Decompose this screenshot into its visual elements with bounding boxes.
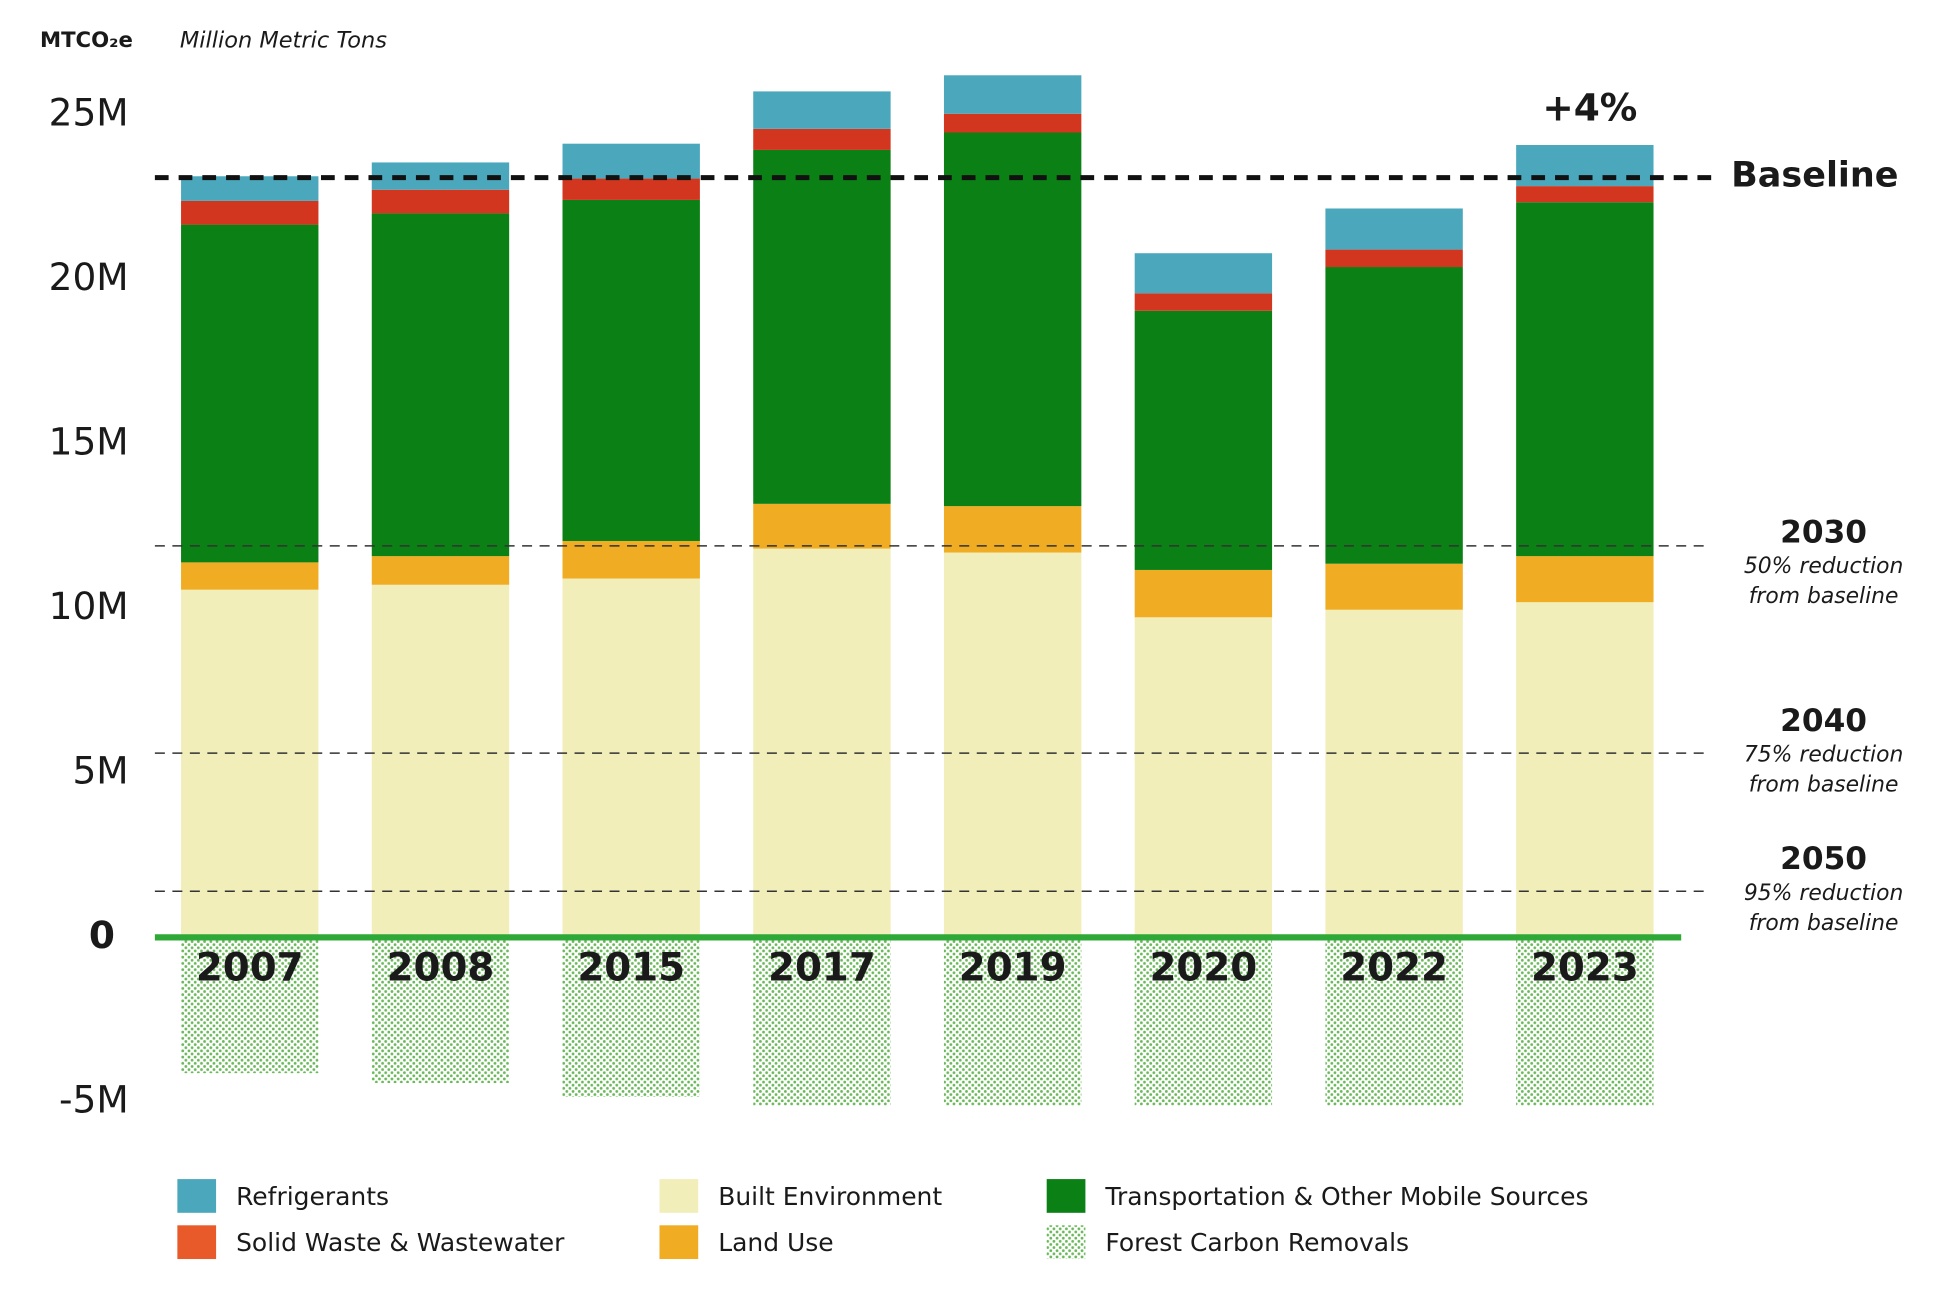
removal-bar: [1134, 937, 1273, 1106]
bar-segment: [562, 540, 700, 579]
legend-label: Refrigerants: [236, 1182, 389, 1211]
removal-bar: [1516, 937, 1654, 1106]
y-tick-label: 25M: [49, 91, 129, 135]
legend-label: Forest Carbon Removals: [1105, 1228, 1409, 1257]
baseline-label: Baseline: [1731, 155, 1898, 195]
legend-label: Built Environment: [718, 1182, 942, 1211]
bar-segment: [1134, 310, 1273, 570]
removal-bar: [943, 937, 1082, 1106]
unit-label: MTCO₂e: [40, 28, 133, 53]
x-tick-label: 2015: [577, 945, 685, 990]
x-tick-label: 2008: [387, 945, 495, 990]
bar-segment: [181, 224, 319, 563]
bar-segment: [1134, 253, 1273, 294]
y-tick-label: 20M: [49, 255, 129, 299]
bar-segment: [181, 589, 319, 938]
x-tick-label: 2020: [1149, 945, 1257, 990]
legend-label: Land Use: [718, 1228, 833, 1257]
bar-segment: [1134, 617, 1273, 938]
target-text: from baseline: [1749, 773, 1899, 798]
y-tick-label: 5M: [72, 748, 128, 792]
legend-swatch: [1046, 1179, 1086, 1213]
x-tick-label: 2007: [196, 945, 304, 990]
legend-label: Solid Waste & Wastewater: [236, 1228, 565, 1257]
bar-segment: [753, 149, 891, 504]
bar-segment: [1516, 186, 1654, 203]
bar-segment: [1325, 563, 1463, 610]
legend-swatch: [177, 1225, 217, 1260]
bar-segment: [943, 132, 1082, 507]
bar-segment: [562, 143, 700, 179]
removal-bar: [753, 937, 891, 1106]
bar-segment: [371, 584, 510, 938]
bar-segment: [943, 506, 1082, 553]
legend-label: Transportation & Other Mobile Sources: [1104, 1182, 1588, 1211]
legend-swatch: [659, 1225, 699, 1260]
legend-swatch: [659, 1179, 699, 1213]
target-year: 2050: [1780, 841, 1867, 877]
target-text: 50% reduction: [1744, 554, 1903, 579]
target-text: 95% reduction: [1744, 881, 1903, 906]
legend-swatch: [1046, 1225, 1086, 1260]
removal-bar: [371, 937, 510, 1084]
bar-segment: [753, 548, 891, 938]
bar-segment: [371, 556, 510, 585]
removal-bar: [562, 937, 700, 1097]
bar-segment: [1325, 249, 1463, 268]
bar-segment: [181, 200, 319, 225]
bar-segment: [1134, 569, 1273, 618]
x-tick-label: 2022: [1340, 945, 1448, 990]
target-year: 2030: [1780, 514, 1867, 550]
bar-segment: [943, 552, 1082, 938]
bar-segment: [1134, 293, 1273, 311]
bar-segment: [1516, 202, 1654, 557]
bar-segment: [753, 503, 891, 549]
bar-segment: [181, 562, 319, 590]
target-text: 75% reduction: [1744, 743, 1903, 768]
x-tick-label: 2019: [959, 945, 1067, 990]
bar-segment: [753, 91, 891, 129]
x-tick-label: 2023: [1531, 945, 1639, 990]
y-tick-label: 15M: [49, 419, 129, 463]
y-tick-label: 0: [89, 913, 115, 957]
bar-segment: [371, 189, 510, 214]
unit-text: Million Metric Tons: [180, 28, 387, 54]
bar-segment: [1516, 602, 1654, 938]
removal-bar: [181, 937, 319, 1074]
bar-segment: [562, 578, 700, 938]
bar-segment: [1325, 208, 1463, 250]
bar-segment: [1325, 609, 1463, 938]
bar-segment: [562, 199, 700, 541]
legend-swatch: [177, 1179, 217, 1213]
bar-segment: [371, 213, 510, 557]
removal-bar: [1325, 937, 1463, 1106]
x-tick-label: 2017: [768, 945, 876, 990]
y-tick-label: -5M: [59, 1077, 129, 1121]
target-text: from baseline: [1749, 584, 1899, 609]
bar-segment: [562, 178, 700, 200]
target-year: 2040: [1780, 703, 1867, 739]
bar-segment: [943, 113, 1082, 133]
bar-segment: [1325, 267, 1463, 564]
bar-segment: [181, 176, 319, 201]
bar-segment: [943, 75, 1082, 114]
target-text: from baseline: [1749, 911, 1899, 936]
y-tick-label: 10M: [49, 584, 129, 628]
bar-segment: [1516, 556, 1654, 603]
change-annotation: +4%: [1542, 86, 1637, 130]
bar-segment: [753, 128, 891, 150]
